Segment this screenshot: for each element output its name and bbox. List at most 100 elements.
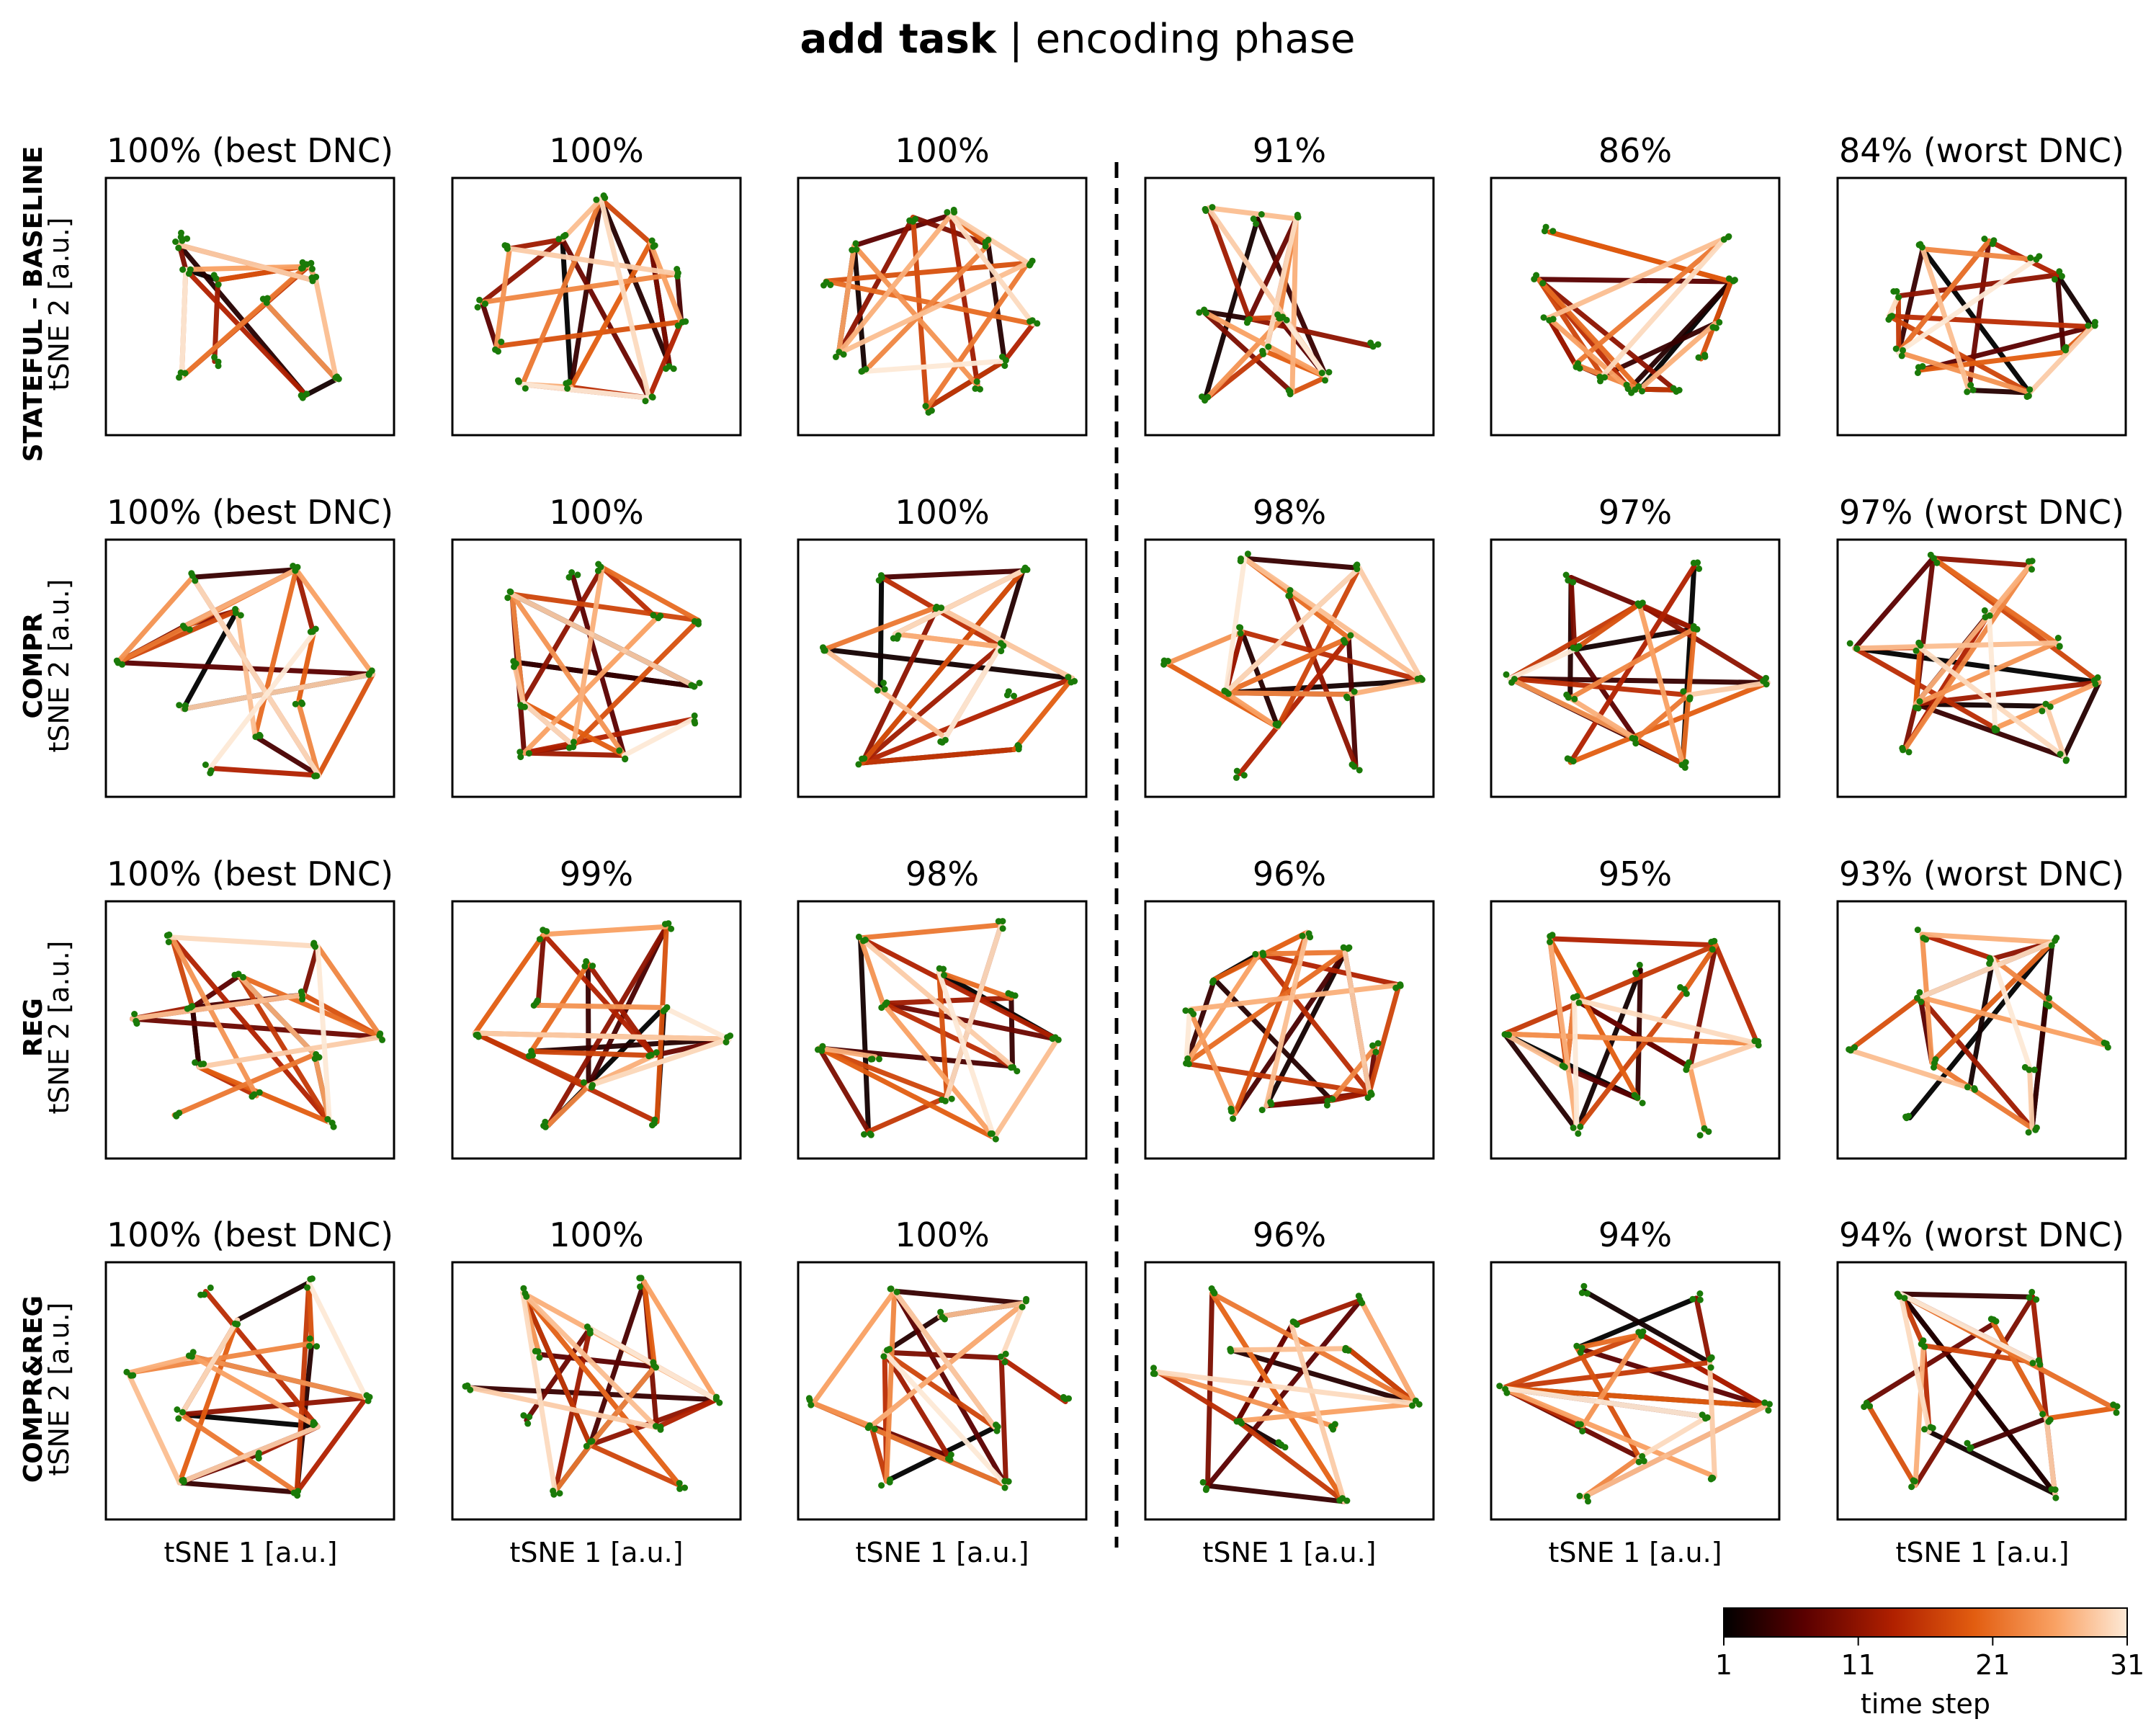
trajectory-segment bbox=[648, 240, 672, 367]
trajectory-point bbox=[691, 617, 698, 625]
trajectory-segment bbox=[936, 970, 1014, 1001]
trajectory-point bbox=[836, 349, 843, 355]
trajectory-lines bbox=[1155, 1290, 1419, 1504]
trajectory-point bbox=[1562, 571, 1570, 579]
trajectory-segment bbox=[196, 1034, 384, 1070]
trajectory-point bbox=[1503, 671, 1510, 678]
trajectory-segment bbox=[892, 1288, 1009, 1488]
trajectory-point bbox=[2031, 1066, 2038, 1073]
trajectory-point bbox=[972, 385, 979, 392]
trajectory-lines bbox=[509, 565, 701, 758]
trajectory-point bbox=[1851, 1044, 1858, 1051]
trajectory-point bbox=[1920, 934, 1927, 942]
trajectory-point bbox=[1287, 390, 1294, 398]
trajectory-segment bbox=[998, 1300, 1026, 1361]
trajectory-segment bbox=[207, 630, 316, 771]
trajectory-point bbox=[666, 363, 673, 370]
trajectory-point bbox=[495, 348, 501, 355]
trajectory-segment bbox=[293, 567, 376, 677]
trajectory-point bbox=[1913, 647, 1920, 654]
trajectory-segment bbox=[1164, 629, 1245, 666]
trajectory-segment bbox=[884, 1288, 898, 1484]
trajectory-point bbox=[213, 275, 220, 282]
trajectory-point bbox=[295, 1488, 302, 1495]
trajectory-segment bbox=[1633, 692, 1691, 742]
trajectory-point bbox=[511, 663, 517, 670]
figure-title: add task | encoding phase bbox=[800, 16, 1356, 63]
colorbar-tick-label: 1 bbox=[1715, 1649, 1732, 1681]
trajectory-segment bbox=[1209, 1290, 1347, 1504]
trajectory-point bbox=[862, 366, 869, 372]
trajectory-segment bbox=[935, 604, 1075, 681]
trajectory-point bbox=[855, 761, 862, 768]
trajectory-segment bbox=[537, 1352, 658, 1370]
trajectory-point bbox=[1001, 1484, 1008, 1491]
trajectory-point bbox=[1343, 1497, 1351, 1504]
trajectory-segment bbox=[190, 1354, 369, 1401]
trajectory-segment bbox=[179, 264, 309, 380]
trajectory-segment bbox=[479, 271, 680, 305]
trajectory-segment bbox=[535, 1002, 667, 1010]
trajectory-segment bbox=[262, 300, 339, 382]
trajectory-segment bbox=[587, 1364, 658, 1448]
trajectory-point bbox=[1708, 1354, 1715, 1361]
trajectory-segment bbox=[892, 1288, 998, 1430]
trajectory-segment bbox=[1573, 236, 1728, 367]
trajectory-points bbox=[1846, 551, 2101, 764]
trajectory-points bbox=[1182, 930, 1404, 1122]
trajectory-point bbox=[1760, 677, 1767, 684]
panel-r4-c2: 100% bbox=[451, 1215, 742, 1521]
panel-title: 100% bbox=[895, 131, 990, 170]
trajectory-point bbox=[536, 936, 543, 943]
trajectory-point bbox=[939, 1313, 946, 1321]
x-axis-label-5: tSNE 1 [a.u.] bbox=[1549, 1537, 1722, 1568]
panel-frame bbox=[104, 1261, 395, 1521]
trajectory-segment bbox=[520, 565, 605, 705]
trajectory-point bbox=[1204, 393, 1212, 401]
trajectory-segment bbox=[301, 943, 321, 998]
trajectory-point bbox=[133, 1020, 140, 1027]
trajectory-point bbox=[192, 577, 199, 584]
trajectory-point bbox=[1981, 607, 1988, 614]
trajectory-point bbox=[852, 240, 859, 247]
trajectory-point bbox=[543, 928, 550, 935]
trajectory-point bbox=[1275, 1439, 1282, 1446]
trajectory-segment bbox=[880, 1001, 997, 1140]
trajectory-segment bbox=[303, 376, 339, 398]
trajectory-point bbox=[650, 243, 657, 250]
trajectory-point bbox=[1905, 749, 1913, 756]
trajectory-segment bbox=[522, 750, 627, 758]
trajectory-segment bbox=[882, 1349, 1009, 1488]
trajectory-lines bbox=[1184, 929, 1402, 1117]
panel-frame bbox=[797, 538, 1088, 798]
trajectory-segment bbox=[315, 943, 332, 1125]
trajectory-point bbox=[1990, 237, 1998, 244]
trajectory-points bbox=[131, 931, 386, 1130]
trajectory-segment bbox=[1184, 951, 1262, 1066]
trajectory-segment bbox=[1574, 1332, 1644, 1351]
trajectory-point bbox=[616, 747, 623, 754]
panel-r3-c5: 95% bbox=[1490, 854, 1781, 1160]
trajectory-point bbox=[1901, 1295, 1908, 1302]
trajectory-point bbox=[985, 236, 992, 244]
trajectory-segment bbox=[858, 935, 1015, 1069]
trajectory-point bbox=[1367, 339, 1374, 347]
trajectory-lines bbox=[115, 567, 376, 778]
trajectory-point bbox=[861, 755, 868, 762]
trajectory-points bbox=[1150, 1285, 1423, 1504]
trajectory-segment bbox=[1687, 1065, 1708, 1133]
trajectory-point bbox=[1244, 550, 1251, 558]
row-label-reg: REG bbox=[19, 998, 48, 1057]
trajectory-segment bbox=[467, 1385, 659, 1430]
trajectory-point bbox=[713, 1393, 720, 1401]
trajectory-lines bbox=[816, 922, 1060, 1140]
trajectory-point bbox=[1755, 1042, 1762, 1049]
trajectory-point bbox=[1250, 215, 1257, 223]
trajectory-segment bbox=[1637, 321, 1718, 393]
trajectory-point bbox=[1596, 373, 1603, 380]
panel-r1-c4: 91% bbox=[1144, 131, 1435, 437]
trajectory-point bbox=[691, 712, 698, 719]
panel-title: 96% bbox=[1253, 1215, 1326, 1254]
trajectory-points bbox=[474, 192, 689, 405]
trajectory-point bbox=[1920, 1337, 1927, 1344]
